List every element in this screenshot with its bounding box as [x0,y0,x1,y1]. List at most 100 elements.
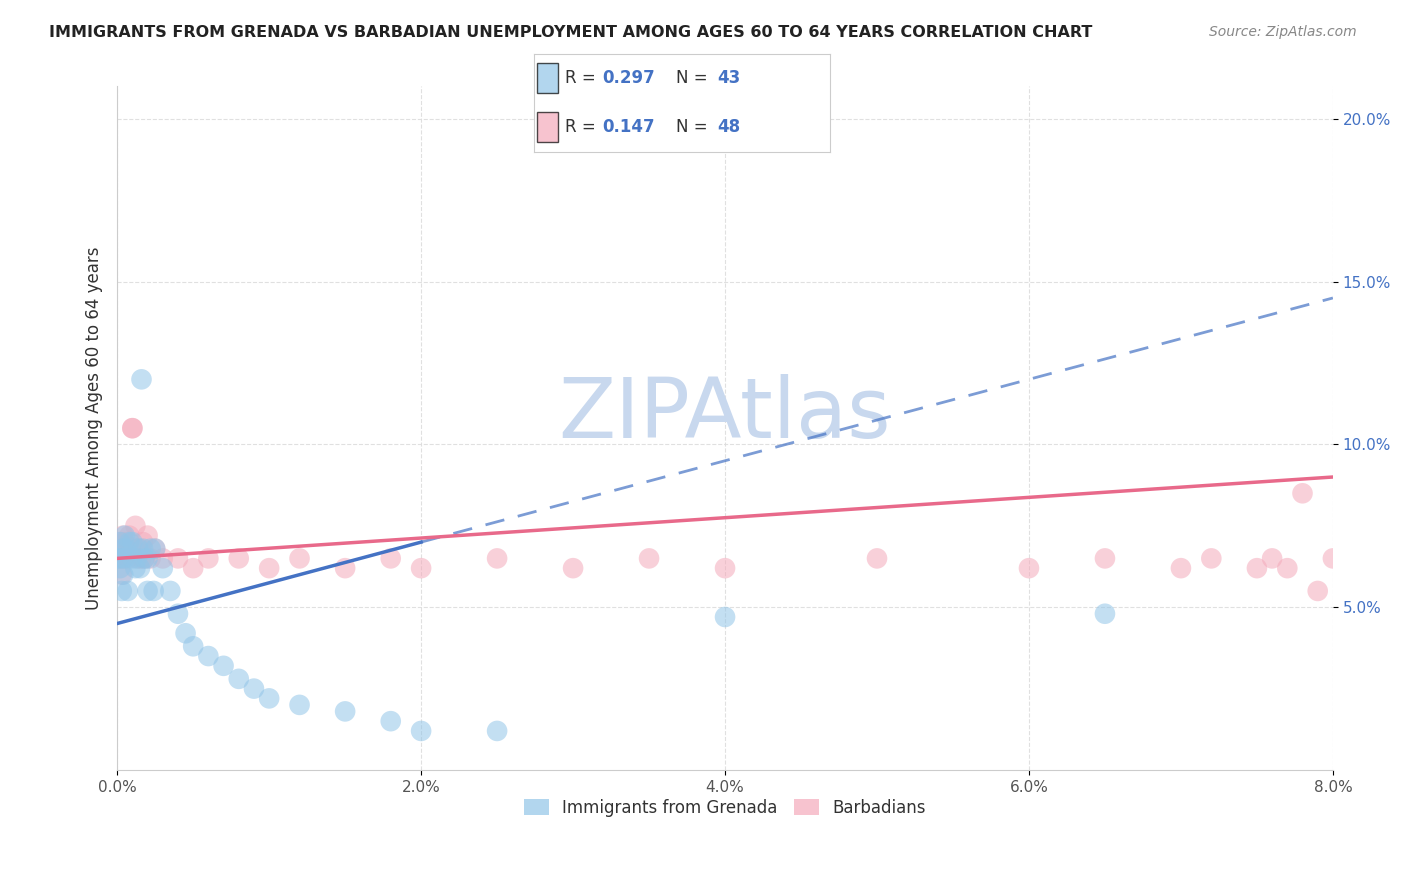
Point [125,541,148,556]
Point [486,551,509,566]
Point [1094,607,1116,621]
Point [121,551,143,566]
Text: IMMIGRANTS FROM GRENADA VS BARBADIAN UNEMPLOYMENT AMONG AGES 60 TO 64 YEARS CORR: IMMIGRANTS FROM GRENADA VS BARBADIAN UNE… [49,25,1092,40]
Point [333,561,356,575]
Point [638,551,661,566]
Point [167,607,190,621]
Point [127,541,149,556]
Point [143,541,166,556]
Point [110,551,132,566]
Point [117,551,139,566]
Point [132,541,155,556]
Point [136,528,159,542]
Point [132,535,155,549]
Point [288,698,311,712]
Point [112,528,135,542]
Point [124,519,146,533]
Point [112,551,135,566]
Point [118,535,141,549]
Text: N =: N = [676,118,713,136]
Point [110,535,132,549]
Point [136,551,159,566]
Point [562,561,585,575]
Legend: Immigrants from Grenada, Barbadians: Immigrants from Grenada, Barbadians [517,792,932,823]
Point [131,551,153,566]
FancyBboxPatch shape [537,63,558,93]
Point [1291,486,1313,500]
Point [174,626,197,640]
Point [411,561,433,575]
Text: Source: ZipAtlas.com: Source: ZipAtlas.com [1209,25,1357,39]
Point [129,561,152,575]
Point [114,551,136,566]
Point [134,551,156,566]
Point [143,541,166,556]
Point [121,421,143,435]
Point [111,551,134,566]
Point [139,541,162,556]
Point [288,551,311,566]
Point [714,561,737,575]
Point [228,672,250,686]
Point [107,541,129,556]
Point [411,723,433,738]
Point [167,551,190,566]
Point [112,567,135,582]
Point [1277,561,1299,575]
Point [1261,551,1284,566]
Point [197,648,219,663]
Point [257,691,280,706]
Point [197,551,219,566]
Point [1094,551,1116,566]
Point [257,561,280,575]
Text: 48: 48 [717,118,741,136]
Point [380,551,402,566]
Point [118,528,141,542]
Point [714,610,737,624]
Point [1201,551,1223,566]
Point [243,681,266,696]
Text: R =: R = [565,118,602,136]
Text: N =: N = [676,69,713,87]
Point [212,658,235,673]
Point [380,714,402,728]
Point [486,723,509,738]
Point [1018,561,1040,575]
Text: R =: R = [565,69,602,87]
Point [114,528,136,542]
Point [181,561,204,575]
Point [112,541,135,556]
Point [115,541,138,556]
Y-axis label: Unemployment Among Ages 60 to 64 years: Unemployment Among Ages 60 to 64 years [86,246,103,610]
Point [1170,561,1192,575]
FancyBboxPatch shape [537,112,558,142]
Point [1322,551,1344,566]
Point [1246,561,1268,575]
Point [111,541,134,556]
Point [110,561,132,575]
Point [115,541,138,556]
Point [333,705,356,719]
Point [181,640,204,654]
Point [111,583,134,598]
Point [134,551,156,566]
Text: 0.297: 0.297 [602,69,655,87]
Point [142,583,165,598]
Text: 0.147: 0.147 [602,118,655,136]
Point [139,551,162,566]
Point [107,551,129,566]
Point [125,551,148,566]
Point [866,551,889,566]
Point [110,535,132,549]
Point [111,567,134,582]
Point [117,583,139,598]
Point [152,551,174,566]
Text: 43: 43 [717,69,741,87]
Point [124,561,146,575]
Point [114,535,136,549]
Point [121,535,143,549]
Point [228,551,250,566]
Point [127,551,149,566]
Point [1306,583,1329,598]
Point [152,561,174,575]
